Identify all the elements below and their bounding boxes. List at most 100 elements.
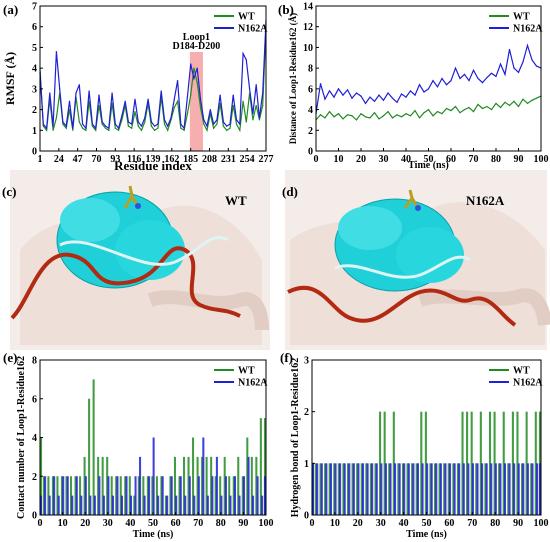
- data-point-b-n162a: [508, 48, 511, 51]
- data-bar-e-wt: [228, 476, 231, 515]
- x-tick-label-a: 208: [202, 154, 217, 165]
- data-bar-f-wt: [502, 411, 505, 515]
- data-point-a-n162a: [111, 92, 113, 94]
- data-bar-e-n162a: [179, 476, 182, 515]
- data-point-a-wt: [72, 129, 74, 131]
- y-tick-label-a: 3: [32, 84, 37, 95]
- data-point-a-n162a: [190, 63, 192, 65]
- data-point-b-wt: [324, 117, 326, 119]
- x-tick-label-e: 10: [58, 518, 68, 529]
- data-point-b-n162a: [405, 96, 407, 98]
- binding-pocket-lobe2-c: [60, 198, 120, 242]
- data-bar-e-n162a: [261, 495, 264, 515]
- structure-panel-d-label: (d): [282, 184, 298, 199]
- x-tick-label-e: 30: [103, 518, 113, 529]
- data-bar-f-wt: [470, 411, 473, 515]
- data-bar-e-n162a: [224, 476, 227, 515]
- data-point-a-n162a: [118, 127, 120, 129]
- data-point-a-n162a: [95, 127, 97, 129]
- data-point-b-n162a: [373, 100, 376, 102]
- data-bar-e-wt: [155, 476, 158, 515]
- data-point-a-wt: [163, 123, 166, 125]
- data-point-a-wt: [190, 94, 192, 96]
- data-point-b-n162a: [364, 102, 367, 104]
- data-bar-f-n162a: [334, 463, 337, 515]
- data-bar-f-wt: [507, 463, 510, 515]
- data-bar-f-wt: [369, 463, 372, 515]
- data-point-b-wt: [481, 107, 484, 110]
- data-bar-e-wt: [51, 476, 54, 515]
- data-bar-f-wt: [328, 463, 331, 515]
- data-bar-e-wt: [42, 476, 45, 515]
- data-bar-e-wt: [133, 495, 136, 515]
- x-tick-label-f: 50: [422, 518, 432, 529]
- data-point-a-n162a: [62, 121, 64, 123]
- x-tick-label-b: 30: [379, 154, 389, 165]
- data-bar-e-wt: [178, 476, 181, 515]
- data-point-b-wt: [346, 114, 349, 116]
- structure-panel-c-label: (c): [2, 184, 16, 199]
- data-bar-e-n162a: [247, 456, 250, 515]
- y-tick-label-b: 4: [308, 105, 313, 116]
- data-point-b-n162a: [481, 82, 484, 84]
- y-axis-label-e: Contact number of Loop1-Residue162: [16, 356, 27, 519]
- series-f-wt: [312, 411, 541, 515]
- data-bar-e-n162a: [184, 495, 187, 515]
- data-bar-f-n162a: [352, 463, 355, 515]
- structure-panel-d: (d) N162A: [282, 170, 550, 350]
- x-tick-label-b: 40: [401, 154, 411, 165]
- data-bar-f-wt: [429, 463, 432, 515]
- data-point-b-n162a: [499, 63, 502, 65]
- structure-panel-c-title: WT: [225, 193, 247, 208]
- data-bar-f-n162a: [448, 463, 452, 515]
- data-point-b-n162a: [436, 86, 439, 88]
- data-point-b-n162a: [472, 69, 475, 71]
- y-tick-label-b: 12: [303, 22, 313, 33]
- data-bar-e-wt: [241, 476, 244, 515]
- data-bar-f-n162a: [476, 463, 479, 515]
- y-tick-label-b: 8: [308, 64, 313, 75]
- data-bar-e-wt: [56, 476, 59, 515]
- data-bar-f-wt: [415, 463, 418, 515]
- data-bar-f-n162a: [462, 463, 465, 515]
- data-point-b-n162a: [490, 72, 493, 74]
- data-point-a-n162a: [147, 98, 149, 100]
- data-bar-e-n162a: [263, 476, 266, 515]
- data-point-b-n162a: [387, 92, 389, 94]
- data-bar-e-wt: [210, 456, 213, 515]
- data-bar-f-wt: [406, 463, 409, 515]
- data-bar-f-wt: [521, 463, 524, 515]
- data-point-b-n162a: [504, 73, 506, 75]
- data-bar-e-n162a: [233, 476, 237, 515]
- data-bar-f-n162a: [380, 463, 383, 515]
- y-tick-label-a: 7: [32, 2, 37, 13]
- data-bar-e-wt: [47, 476, 50, 515]
- x-tick-label-b: 90: [514, 154, 524, 165]
- data-point-a-wt: [199, 106, 202, 109]
- x-tick-label-e: 20: [80, 518, 90, 529]
- data-point-b-n162a: [342, 94, 344, 96]
- panel-label-b: (b): [278, 2, 294, 17]
- y-tick-label-a: 5: [32, 43, 37, 54]
- data-point-a-wt: [55, 117, 57, 119]
- data-point-a-wt: [232, 104, 234, 107]
- data-point-a-n162a: [114, 123, 116, 125]
- data-point-a-n162a: [219, 94, 221, 96]
- data-point-b-wt: [441, 113, 443, 115]
- data-point-a-wt: [95, 129, 97, 131]
- data-point-a-n162a: [108, 127, 110, 129]
- panel-label-a: (a): [3, 2, 18, 17]
- data-bar-e-n162a: [252, 495, 255, 515]
- data-point-b-n162a: [396, 101, 398, 103]
- data-bar-e-n162a: [157, 495, 160, 515]
- data-point-a-n162a: [137, 121, 139, 123]
- data-point-b-n162a: [378, 94, 380, 96]
- x-tick-label-a: 1: [38, 154, 43, 165]
- data-bar-e-wt: [214, 476, 217, 515]
- data-bar-f-n162a: [439, 463, 442, 515]
- data-point-b-wt: [531, 99, 533, 101]
- x-tick-label-e: 60: [171, 518, 181, 529]
- data-point-a-wt: [180, 127, 182, 129]
- protein-helix-c: [147, 290, 269, 331]
- data-point-a-n162a: [239, 123, 241, 125]
